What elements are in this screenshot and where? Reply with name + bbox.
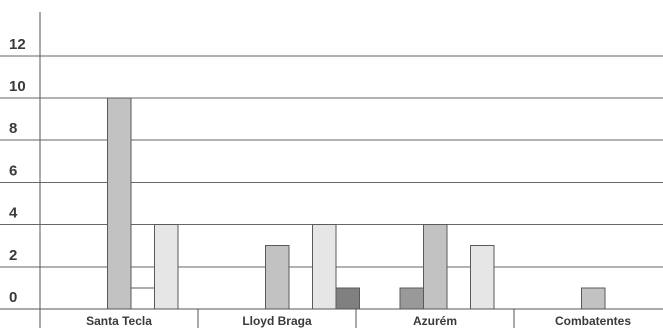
bar <box>130 287 155 310</box>
bar <box>154 224 179 310</box>
bar <box>312 224 337 310</box>
x-category-label: Azurém <box>413 314 457 328</box>
bar <box>107 97 132 310</box>
x-category-label: Lloyd Braga <box>242 314 312 328</box>
y-tick-label: 10 <box>9 78 26 95</box>
y-tick-label: 4 <box>9 205 18 222</box>
bar <box>265 245 290 310</box>
y-tick-label: 8 <box>9 120 17 137</box>
y-tick-label: 0 <box>9 289 17 306</box>
bar <box>470 245 495 310</box>
axes <box>0 12 663 328</box>
y-tick-label: 12 <box>9 36 26 53</box>
x-category-label: Santa Tecla <box>86 314 152 328</box>
bar <box>335 287 360 310</box>
x-category-label: Combatentes <box>555 314 631 328</box>
y-tick-label: 2 <box>9 247 17 264</box>
y-tick-label: 6 <box>9 162 17 179</box>
bar <box>581 287 606 310</box>
bars <box>107 97 606 310</box>
labels: 0 2 4 6 8 10 12 Santa Tecla Lloyd Braga Azurém Com… <box>9 36 631 328</box>
bar <box>423 224 448 310</box>
bar <box>399 287 424 310</box>
